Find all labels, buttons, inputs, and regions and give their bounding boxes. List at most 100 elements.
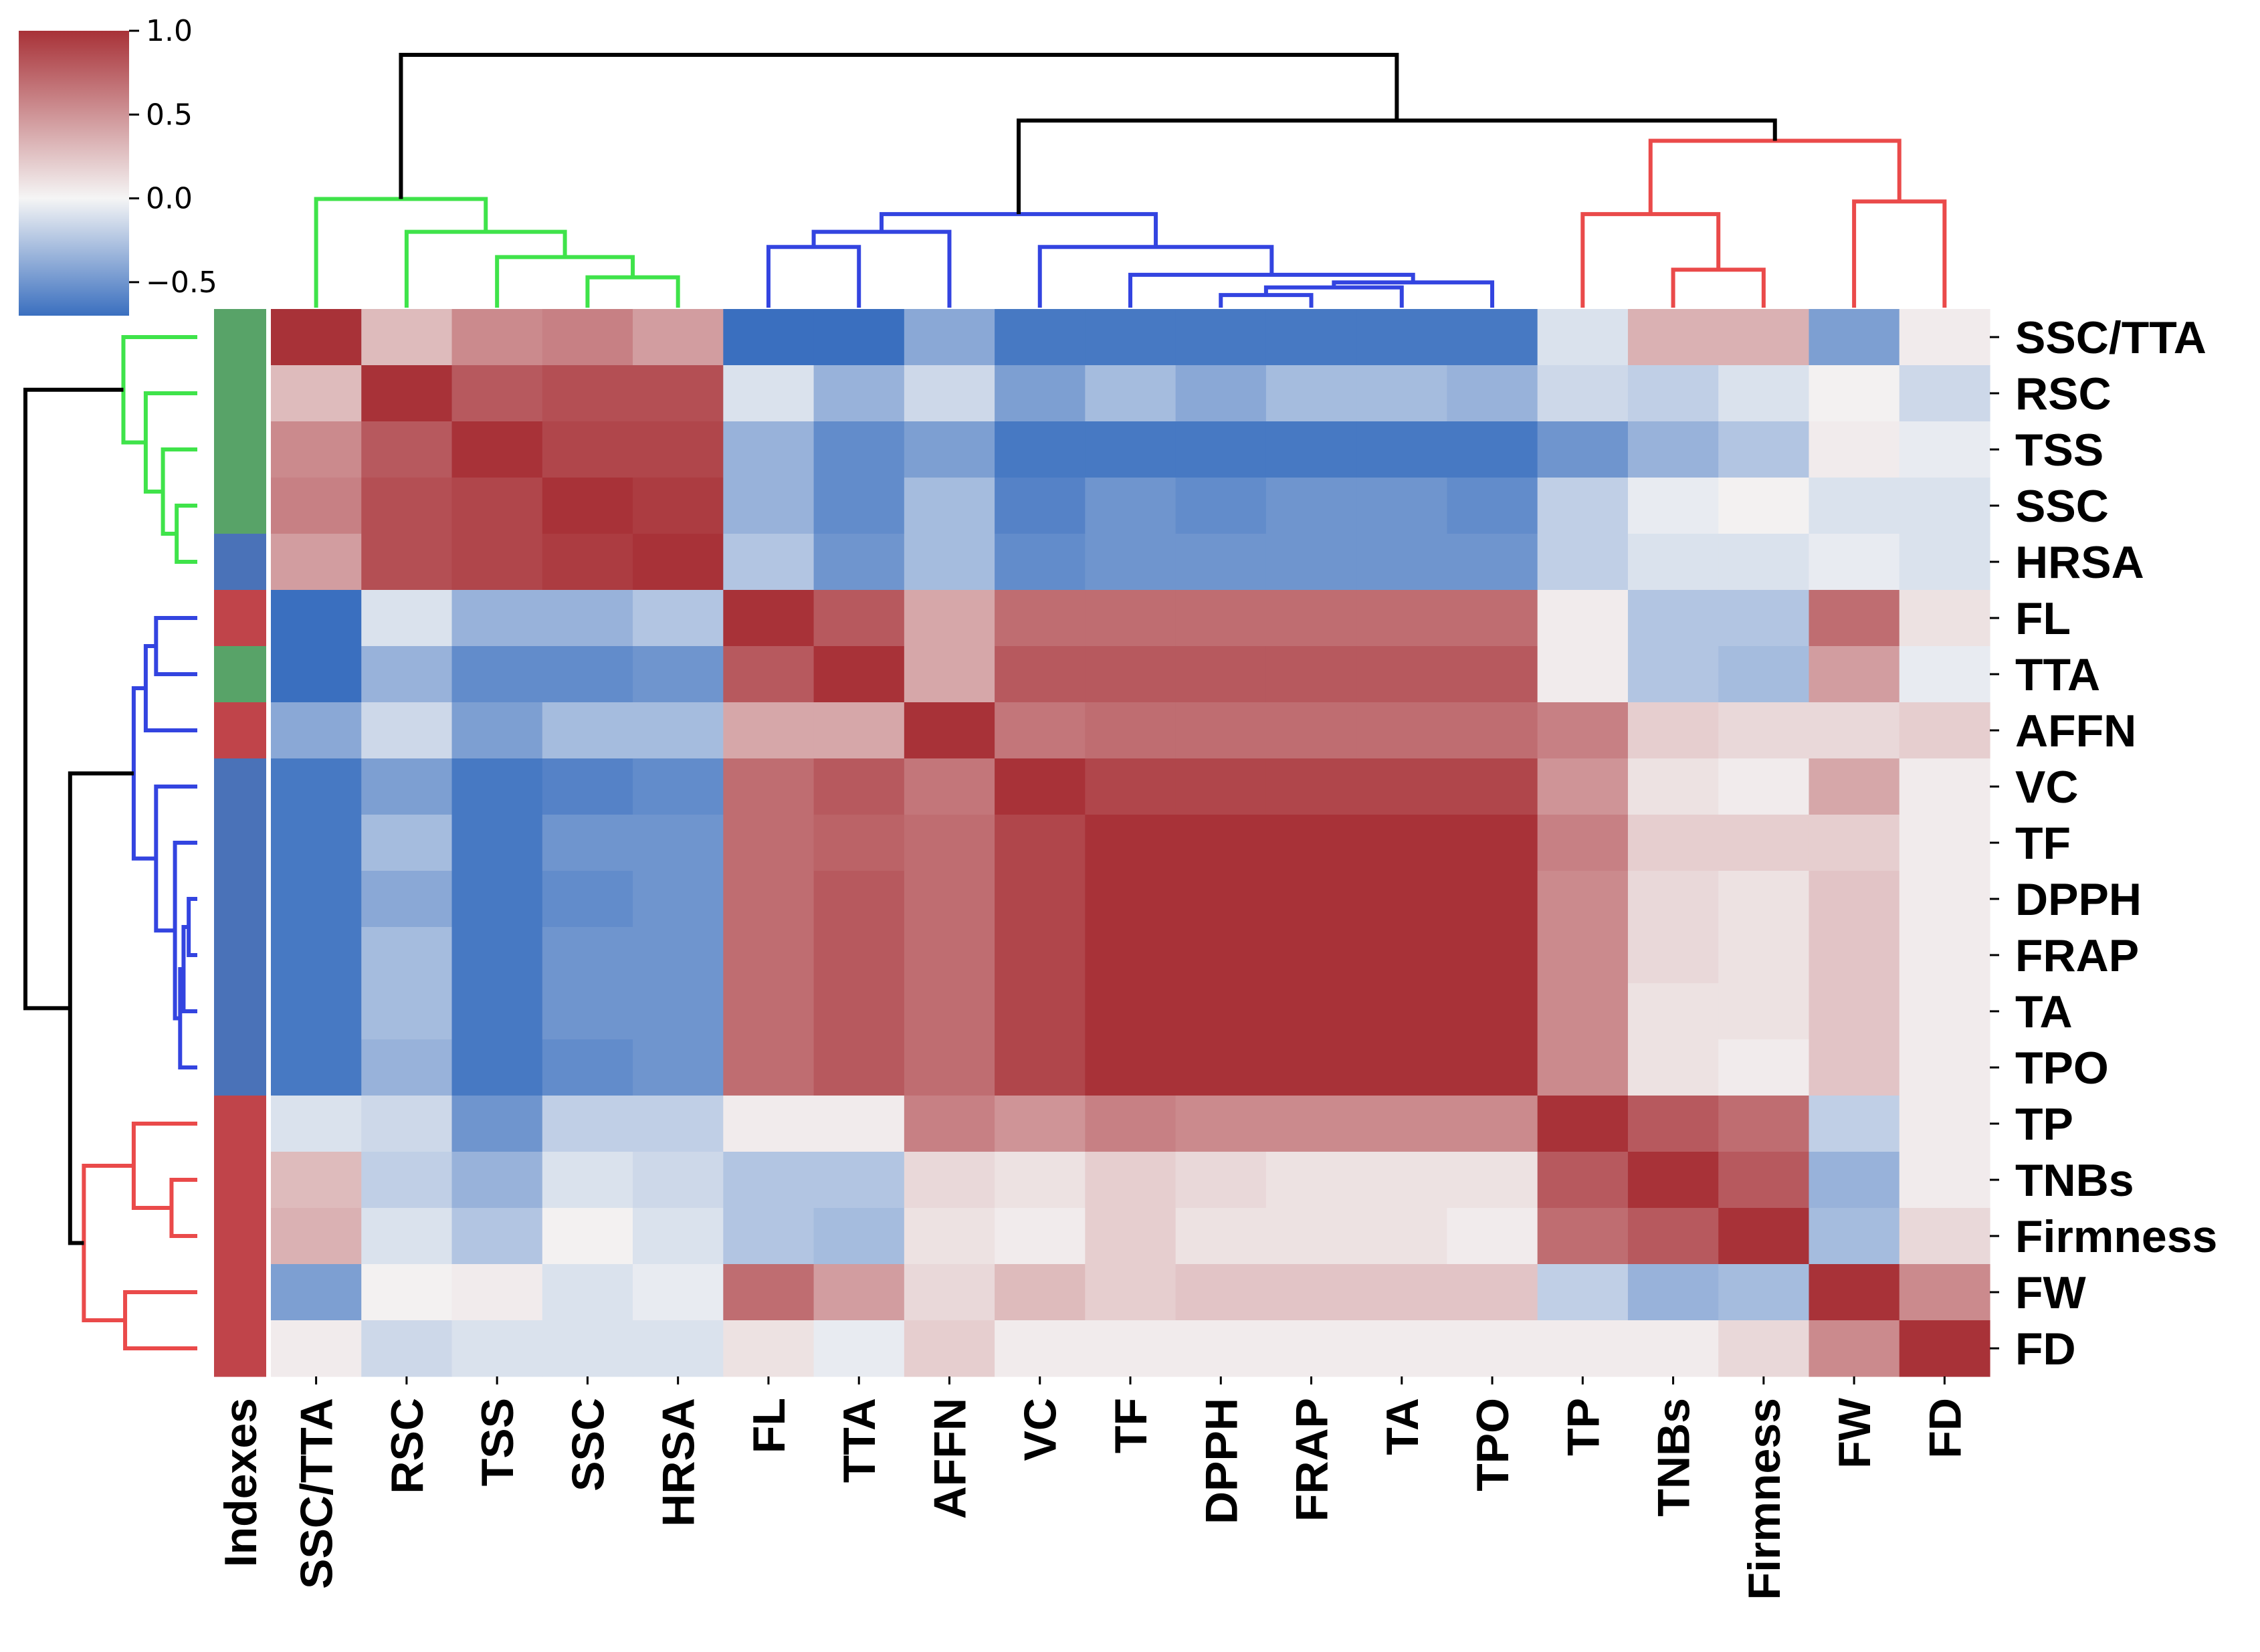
- heatmap-cell: [813, 927, 905, 984]
- heatmap-cell: [633, 365, 724, 422]
- row-label: AFFN: [2015, 706, 2136, 756]
- heatmap-cell: [995, 815, 1086, 871]
- dendrogram-link: [169, 1178, 197, 1238]
- heatmap-cell: [723, 1096, 815, 1152]
- heatmap-cell: [451, 365, 543, 422]
- heatmap-cell: [1085, 590, 1176, 647]
- heatmap-cell: [723, 309, 815, 366]
- heatmap-cell: [1899, 1152, 1990, 1209]
- dendrogram-link: [143, 644, 197, 732]
- dendrogram-link: [314, 197, 488, 308]
- heatmap-cell: [633, 758, 724, 815]
- column-label: SSC: [562, 1398, 613, 1491]
- heatmap-cell: [1447, 702, 1538, 759]
- heatmap-cell: [1899, 646, 1990, 703]
- heatmap-cell: [1809, 365, 1900, 422]
- heatmap-cell: [451, 758, 543, 815]
- heatmap-cell: [1537, 365, 1629, 422]
- heatmap-cell: [451, 646, 543, 703]
- row-label: Firmness: [2015, 1211, 2217, 1262]
- heatmap-cell: [451, 478, 543, 534]
- column-label: FW: [1829, 1397, 1880, 1469]
- heatmap-cell: [1627, 1264, 1719, 1321]
- heatmap-cell: [1175, 815, 1267, 871]
- heatmap-cell: [1356, 927, 1448, 984]
- row-label: VC: [2015, 762, 2078, 813]
- heatmap-cell: [451, 815, 543, 871]
- heatmap-cell: [1085, 1264, 1176, 1321]
- heatmap-cell: [723, 1320, 815, 1377]
- heatmap-cell: [1718, 365, 1810, 422]
- column-dendrogram: [314, 53, 1947, 308]
- heatmap-cell: [1356, 534, 1448, 591]
- dendrogram-link: [1852, 199, 1947, 308]
- heatmap-cell: [271, 309, 362, 366]
- heatmap-cell: [1718, 1096, 1810, 1152]
- index-annotation-cell: [214, 365, 266, 422]
- heatmap-cell: [1718, 478, 1810, 534]
- heatmap-cell: [271, 478, 362, 534]
- heatmap-cell: [361, 421, 453, 478]
- heatmap-cell: [1447, 1208, 1538, 1265]
- dendrogram-link: [404, 229, 567, 308]
- heatmap-cell: [1265, 927, 1357, 984]
- heatmap-cell: [1809, 646, 1900, 703]
- row-label: TNBs: [2015, 1155, 2134, 1206]
- heatmap-cell: [1085, 983, 1176, 1040]
- heatmap-cell: [1809, 1096, 1900, 1152]
- heatmap-cell: [723, 478, 815, 534]
- heatmap-cell: [1718, 815, 1810, 871]
- heatmap-cell: [1085, 1096, 1176, 1152]
- heatmap-cell: [723, 871, 815, 928]
- heatmap-cell: [271, 927, 362, 984]
- heatmap-cell: [1356, 1264, 1448, 1321]
- heatmap-cell: [904, 758, 995, 815]
- index-annotation-cell: [214, 983, 266, 1040]
- heatmap-cell: [813, 815, 905, 871]
- heatmap-cell: [271, 1264, 362, 1321]
- heatmap-cell: [813, 590, 905, 647]
- index-annotation-cell: [214, 927, 266, 984]
- heatmap-cell: [1265, 421, 1357, 478]
- heatmap-cell: [1447, 1039, 1538, 1096]
- heatmap-cell: [1265, 702, 1357, 759]
- heatmap-cell: [271, 1152, 362, 1209]
- heatmap-cell: [451, 1152, 543, 1209]
- heatmap-cell: [1356, 309, 1448, 366]
- column-label: DPPH: [1196, 1398, 1247, 1524]
- heatmap-cell: [1175, 534, 1267, 591]
- heatmap-cell: [1718, 421, 1810, 478]
- heatmap-cell: [542, 1320, 633, 1377]
- heatmap-cell: [1809, 309, 1900, 366]
- heatmap-cell: [271, 590, 362, 647]
- heatmap-cell: [995, 758, 1086, 815]
- dendrogram-link: [1263, 285, 1404, 308]
- heatmap-cell: [542, 1039, 633, 1096]
- heatmap-cell: [1899, 927, 1990, 984]
- annotation-column-label: Indexes: [215, 1398, 266, 1567]
- heatmap-cell: [271, 534, 362, 591]
- dendrogram-link: [187, 897, 197, 957]
- row-label: DPPH: [2015, 874, 2142, 925]
- heatmap-cell: [1447, 871, 1538, 928]
- heatmap-cell: [1899, 1039, 1990, 1096]
- heatmap-cell: [1447, 1320, 1538, 1377]
- heatmap-cell: [723, 927, 815, 984]
- heatmap-cell: [1537, 1264, 1629, 1321]
- index-annotation-cell: [214, 646, 266, 703]
- heatmap-cell: [1085, 1039, 1176, 1096]
- heatmap-cell: [1627, 421, 1719, 478]
- heatmap-cell: [1627, 590, 1719, 647]
- heatmap-cell: [904, 1039, 995, 1096]
- heatmap-cell: [542, 478, 633, 534]
- heatmap-cell: [1718, 1320, 1810, 1377]
- dendrogram-link: [143, 391, 197, 494]
- row-label: FW: [2015, 1267, 2087, 1318]
- heatmap-cell: [1899, 815, 1990, 871]
- index-annotation-cell: [214, 1096, 266, 1152]
- dendrogram-link: [1037, 245, 1274, 308]
- heatmap-cell: [542, 927, 633, 984]
- heatmap-cell: [1447, 815, 1538, 871]
- heatmap-cell: [1175, 1096, 1267, 1152]
- heatmap-cell: [1627, 1096, 1719, 1152]
